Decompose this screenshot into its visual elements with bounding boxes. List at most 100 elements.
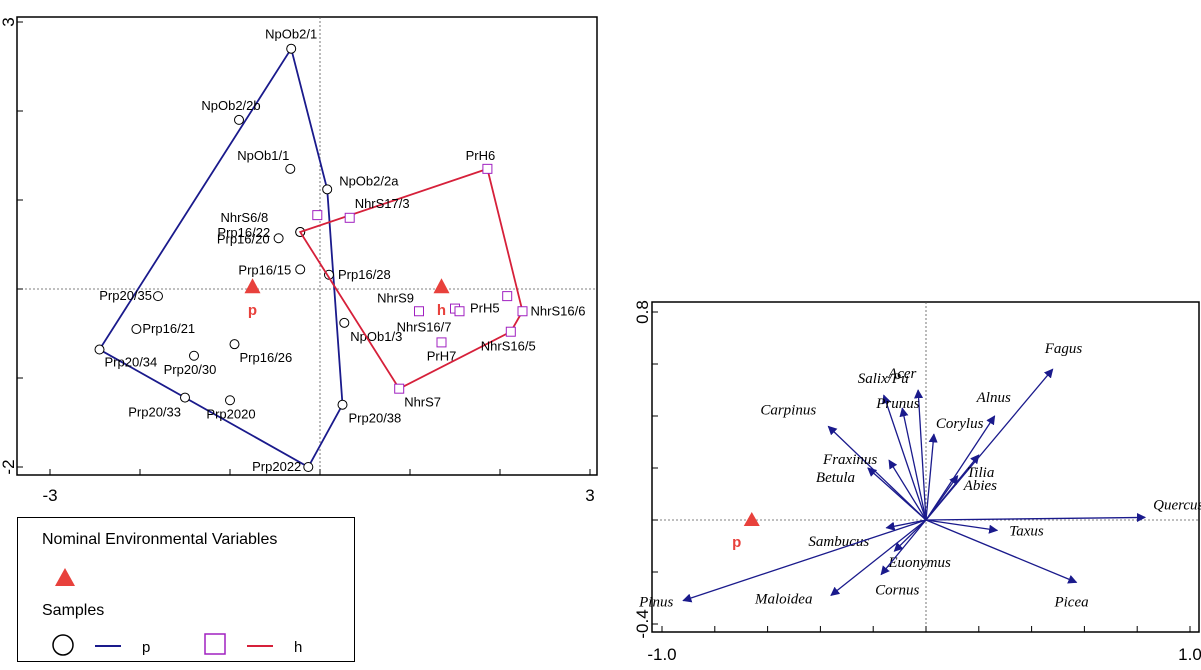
species-label: Acer: [887, 366, 916, 382]
sample-point-h: [517, 306, 528, 317]
sample-label: PrH5: [470, 301, 500, 316]
sample-point-p: [303, 462, 314, 472]
species-label: Abies: [963, 478, 997, 494]
sample-point-h: [505, 326, 516, 337]
sample-label: PrH7: [427, 348, 457, 363]
sample-point-h: [344, 212, 355, 223]
sample-label: NhrS6/8: [220, 210, 268, 225]
left-y-tick-label: 3: [0, 17, 18, 26]
sample-point-p: [286, 43, 297, 54]
legend-title: Nominal Environmental Variables: [42, 531, 278, 548]
sample-label: NhrS9: [377, 290, 414, 305]
species-label: Sambucus: [808, 534, 869, 550]
species-label: Fagus: [1044, 341, 1083, 357]
right-x-tick-label: 1.0: [1178, 645, 1201, 664]
species-arrow: [888, 459, 927, 521]
species-label: Carpinus: [760, 402, 816, 418]
sample-point-p: [229, 339, 240, 350]
right-x-tick-label: -1.0: [647, 645, 676, 664]
species-arrow: [925, 519, 1078, 584]
hull-p: [98, 48, 344, 469]
sample-point-h: [436, 337, 447, 348]
centroid-triangle-icon: [244, 278, 261, 294]
sample-point-h: [454, 306, 465, 317]
sample-point-p: [322, 184, 333, 195]
sample-label: NpOb1/3: [350, 329, 402, 344]
sample-label: NpOb2/2b: [201, 98, 260, 113]
species-arrow: [925, 433, 938, 521]
sample-label: NpOb2/2a: [339, 173, 399, 188]
species-arrow: [893, 519, 927, 552]
legend-square-icon: [204, 633, 226, 655]
sample-point-p: [295, 264, 306, 275]
sample-point-p: [285, 163, 296, 174]
legend-circle-icon: [52, 634, 74, 656]
sample-label: Prp20/33: [128, 405, 181, 420]
sample-point-h: [502, 291, 513, 302]
left-plot-frame: [16, 16, 598, 476]
right-y-tick-label: -0.4: [633, 609, 652, 638]
left-x-tick-label: 3: [585, 486, 594, 505]
species-arrow: [885, 519, 927, 531]
sample-point-p: [273, 233, 284, 244]
legend-triangle-icon: [55, 568, 75, 586]
sample-label: Prp16/15: [238, 262, 291, 277]
legend-label-h: h: [294, 639, 303, 656]
species-arrow: [899, 407, 927, 521]
species-label: Cornus: [875, 583, 919, 599]
species-label: Tilia: [967, 465, 995, 481]
species-label: Picea: [1053, 594, 1088, 610]
species-arrow: [925, 519, 999, 534]
sample-label: NhrS16/6: [531, 303, 586, 318]
sample-point-h: [312, 210, 323, 221]
centroid-triangle-icon: [433, 278, 450, 294]
species-arrow: [925, 415, 996, 521]
sample-label: Prp16/22: [217, 225, 270, 240]
left-x-tick-label: -3: [42, 486, 57, 505]
legend-label-p: p: [142, 639, 151, 656]
legend-p-line-icon: [95, 645, 121, 647]
sample-label: Prp2022: [252, 459, 301, 474]
sample-label: NpOb2/1: [265, 27, 317, 42]
sample-point-p: [339, 317, 350, 328]
sample-label: NhrS17/3: [355, 196, 410, 211]
sample-point-p: [234, 114, 244, 125]
species-arrow: [682, 519, 927, 603]
sample-label: Prp16/20: [217, 231, 270, 246]
species-label: Prunus: [875, 396, 920, 412]
species-label: Corylus: [936, 416, 984, 432]
centroid-label: p: [732, 534, 741, 551]
species-label: Quercus: [1153, 497, 1201, 513]
species-arrow: [925, 512, 1147, 523]
centroid-label: p: [248, 302, 257, 319]
species-label: Euonymus: [887, 555, 951, 571]
sample-point-h: [414, 306, 424, 317]
sample-label: Prp20/34: [105, 355, 158, 370]
sample-label: PrH6: [466, 148, 496, 163]
species-arrow: [914, 389, 927, 521]
sample-point-p: [180, 392, 190, 403]
hull-h: [298, 167, 524, 390]
centroid-triangle-icon: [743, 512, 760, 526]
species-label: Maloidea: [754, 591, 813, 607]
sample-point-p: [189, 350, 199, 361]
species-arrow: [882, 394, 927, 521]
sample-point-h: [482, 163, 493, 174]
sample-point-p: [153, 291, 163, 302]
left-sample-plot: -3 3 3 -2 NpOb2/1 NpOb2/2b NpOb1/1 NpOb2/2a NhrS…: [0, 16, 598, 505]
sample-label: NpOb1/1: [237, 148, 289, 163]
species-label: Pinus: [638, 595, 673, 611]
right-plot-frame: [651, 301, 1200, 633]
species-label: Fraxinus: [822, 452, 877, 468]
sample-label: Prp20/35: [99, 288, 152, 303]
species-arrow: [925, 454, 980, 521]
legend-h-line-icon: [247, 645, 273, 647]
sample-point-p: [337, 399, 348, 410]
species-label: Taxus: [1009, 523, 1044, 539]
sample-label: Prp2020: [206, 406, 255, 421]
left-y-tick-label: -2: [0, 459, 18, 474]
species-arrow: [830, 519, 927, 596]
sample-point-p: [131, 324, 142, 335]
